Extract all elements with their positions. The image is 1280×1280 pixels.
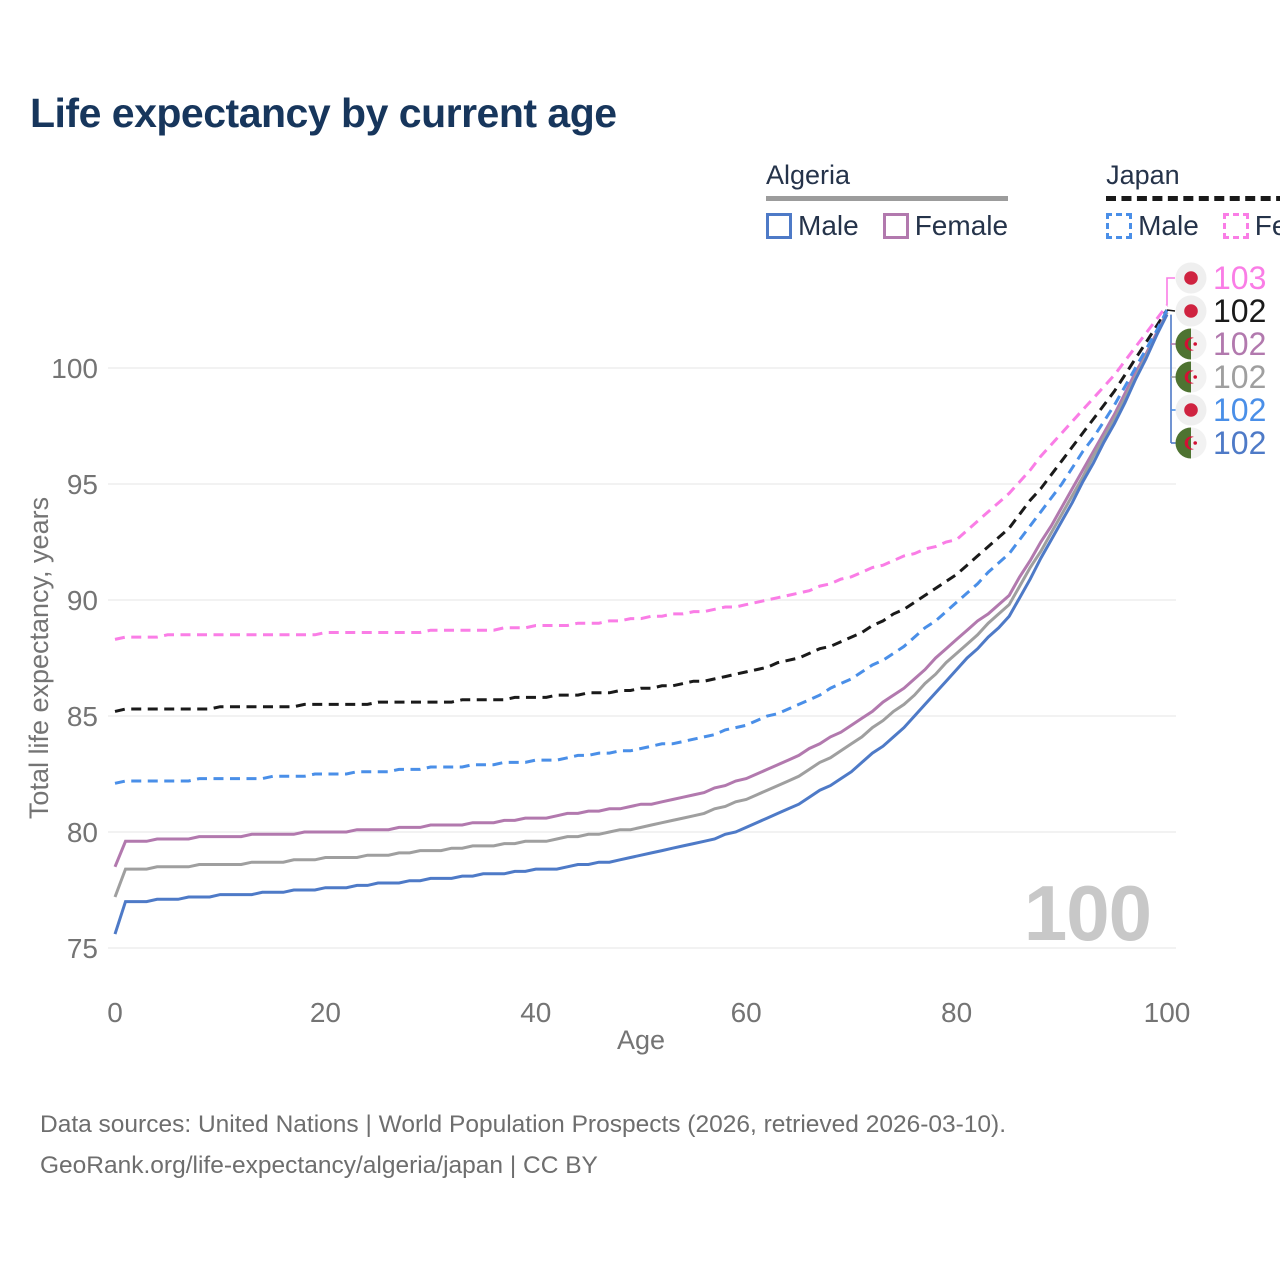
series-line-japan-male [114, 309, 1169, 785]
end-value-japan-male: 102 [1213, 392, 1266, 428]
x-tick-label: 40 [520, 997, 551, 1028]
page-title: Life expectancy by current age [30, 90, 617, 136]
japan-flag-icon [1175, 262, 1207, 294]
gridlines: 75 80 85 90 95 100 0 20 40 60 80 100 [51, 353, 1190, 1028]
x-tick-label: 0 [107, 997, 123, 1028]
legend-label-japan-male: Male [1138, 210, 1199, 241]
japan-line-sample [1106, 196, 1280, 201]
y-tick-label: 80 [67, 817, 98, 848]
y-tick-label: 75 [67, 933, 98, 964]
series-line-algeria-total [113, 311, 1169, 898]
algeria-male-swatch [766, 213, 792, 239]
footer: Data sources: United Nations | World Pop… [40, 1104, 1006, 1186]
legend-label-algeria-female: Female [914, 210, 1009, 241]
x-axis-title: Age [617, 1025, 665, 1055]
japan-flag-icon [1175, 295, 1207, 327]
japan-female-swatch [1222, 213, 1249, 239]
japan-flag-icon [1175, 394, 1207, 426]
algeria-line-sample [766, 196, 1009, 201]
algeria-flag-icon [1175, 361, 1207, 393]
series-line-algeria-male [113, 313, 1169, 935]
legend-country-japan[interactable]: Japan [1106, 160, 1180, 190]
legend-country-algeria[interactable]: Algeria [766, 160, 851, 190]
japan-male-swatch [1106, 213, 1133, 239]
end-value-japan-total: 102 [1213, 293, 1266, 329]
series-line-japan-female [114, 304, 1169, 641]
legend-group-algeria: Algeria Male Female [766, 160, 1009, 242]
x-tick-label: 60 [731, 997, 762, 1028]
legend-item-japan-female[interactable]: Female [1222, 210, 1280, 242]
legend-label-algeria-male: Male [798, 210, 859, 241]
algeria-female-swatch [882, 213, 909, 239]
series-line-algeria-female [113, 311, 1169, 868]
y-axis-title: Total life expectancy, years [24, 497, 54, 819]
leader-japan-total [1166, 309, 1176, 312]
end-value-japan-female: 103 [1213, 260, 1266, 296]
current-age-counter: 100 [1023, 869, 1152, 957]
algeria-flag-icon [1175, 328, 1207, 360]
end-value-algeria-male: 102 [1213, 425, 1266, 461]
series-line-japan-total [114, 309, 1169, 713]
footer-data-sources: Data sources: United Nations | World Pop… [40, 1111, 1007, 1138]
algeria-flag-icon [1175, 427, 1207, 459]
legend-item-japan-male[interactable]: Male [1106, 210, 1199, 242]
legend-group-japan: Japan Male Female [1106, 160, 1280, 242]
x-tick-label: 80 [941, 997, 972, 1028]
y-tick-label: 95 [67, 469, 98, 500]
leader-japan-female [1166, 277, 1175, 306]
legend-item-algeria-female[interactable]: Female [882, 210, 1009, 242]
x-tick-label: 100 [1144, 997, 1191, 1028]
legend-label-japan-female: Female [1254, 210, 1280, 241]
x-tick-label: 20 [310, 997, 341, 1028]
y-tick-label: 90 [67, 585, 98, 616]
footer-attribution: GeoRank.org/life-expectancy/algeria/japa… [40, 1152, 598, 1179]
end-value-algeria-total: 102 [1213, 359, 1266, 395]
legend: Algeria Male Female Japan [766, 160, 1280, 242]
end-value-algeria-female: 102 [1213, 326, 1266, 362]
legend-item-algeria-male[interactable]: Male [766, 210, 859, 242]
y-tick-label: 85 [67, 701, 98, 732]
y-tick-label: 100 [51, 353, 98, 384]
